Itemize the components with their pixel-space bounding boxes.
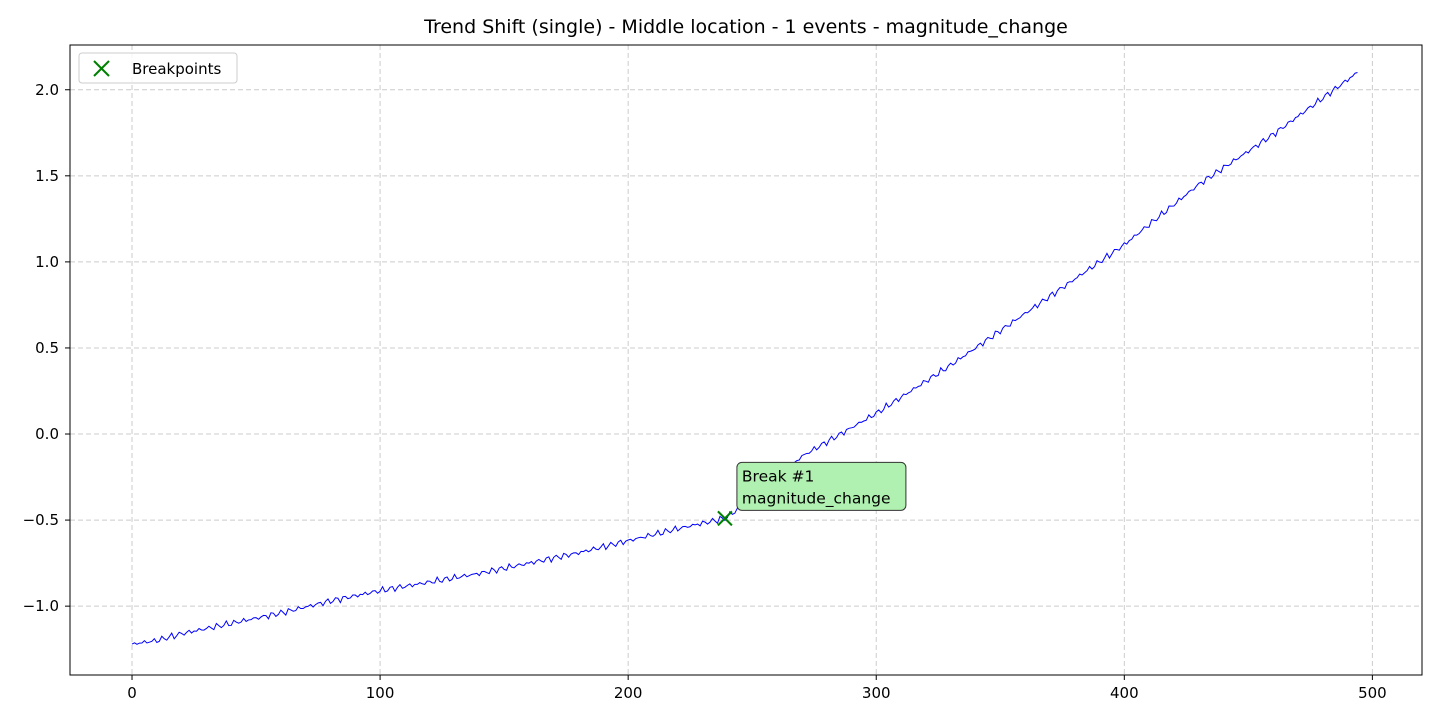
- y-tick-label: −0.5: [23, 511, 59, 529]
- grid-lines: [70, 45, 1422, 675]
- x-tick-label: 200: [614, 684, 643, 702]
- x-tick-label: 500: [1358, 684, 1387, 702]
- breakpoints-layer: Break #1 magnitude_change: [717, 461, 907, 527]
- x-tick-label: 300: [862, 684, 891, 702]
- legend: Breakpoints: [78, 52, 238, 84]
- legend-label-breakpoints: Breakpoints: [132, 60, 221, 78]
- x-tick-label: 0: [127, 684, 137, 702]
- y-tick-label: 1.0: [35, 253, 59, 271]
- legend-box: [78, 52, 238, 84]
- breakpoint-marker: [717, 510, 733, 527]
- y-tick-label: 1.5: [35, 167, 59, 185]
- y-tick-label: 0.5: [35, 339, 59, 357]
- x-tick-label: 400: [1110, 684, 1139, 702]
- y-tick-label: 0.0: [35, 425, 59, 443]
- x-tick-label: 100: [366, 684, 395, 702]
- chart-title: Trend Shift (single) - Middle location -…: [424, 16, 1068, 38]
- y-tick-label: 2.0: [35, 81, 59, 99]
- series-layer: [131, 72, 1358, 645]
- annotation-text: magnitude_change: [742, 489, 891, 508]
- axis-ticks: 0 100 200 300 400 500 −1.0 −0.5 0.0 0.5 1.0 1.5 2.0: [23, 81, 1387, 702]
- legend-marker-x-icon: [93, 60, 110, 77]
- annotation-box: [736, 461, 907, 511]
- y-tick-label: −1.0: [23, 597, 59, 615]
- annotation-text: Break #1: [742, 467, 814, 485]
- plot-area-frame: [69, 44, 1423, 676]
- series-line: [131, 72, 1358, 645]
